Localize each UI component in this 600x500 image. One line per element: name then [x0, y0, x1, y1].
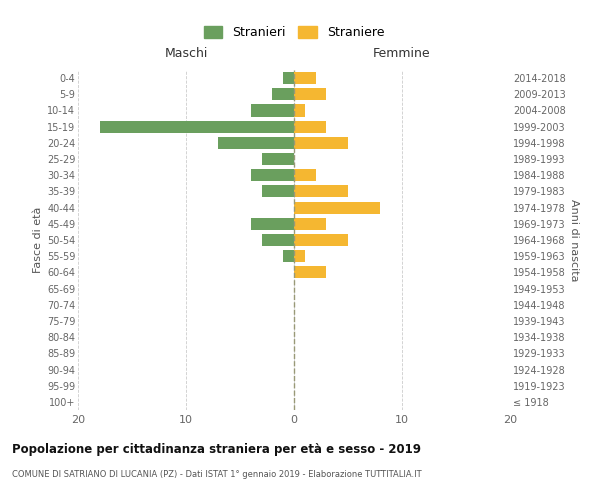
Bar	[294, 104, 305, 117]
Bar	[262, 234, 294, 246]
Bar	[272, 88, 294, 101]
Bar	[283, 72, 294, 84]
Y-axis label: Anni di nascita: Anni di nascita	[569, 198, 580, 281]
Bar	[294, 202, 380, 213]
Bar	[283, 250, 294, 262]
Bar	[218, 137, 294, 149]
Text: Femmine: Femmine	[373, 47, 431, 60]
Bar	[294, 234, 348, 246]
Legend: Stranieri, Straniere: Stranieri, Straniere	[199, 21, 389, 44]
Bar	[262, 186, 294, 198]
Bar	[294, 169, 316, 181]
Text: COMUNE DI SATRIANO DI LUCANIA (PZ) - Dati ISTAT 1° gennaio 2019 - Elaborazione T: COMUNE DI SATRIANO DI LUCANIA (PZ) - Dat…	[12, 470, 422, 479]
Y-axis label: Fasce di età: Fasce di età	[32, 207, 43, 273]
Bar	[294, 120, 326, 132]
Bar	[251, 104, 294, 117]
Text: Maschi: Maschi	[164, 47, 208, 60]
Text: Popolazione per cittadinanza straniera per età e sesso - 2019: Popolazione per cittadinanza straniera p…	[12, 442, 421, 456]
Bar	[294, 250, 305, 262]
Bar	[251, 218, 294, 230]
Bar	[294, 186, 348, 198]
Bar	[294, 218, 326, 230]
Bar	[294, 266, 326, 278]
Bar	[262, 153, 294, 165]
Bar	[100, 120, 294, 132]
Bar	[294, 137, 348, 149]
Bar	[294, 88, 326, 101]
Bar	[251, 169, 294, 181]
Bar	[294, 72, 316, 84]
